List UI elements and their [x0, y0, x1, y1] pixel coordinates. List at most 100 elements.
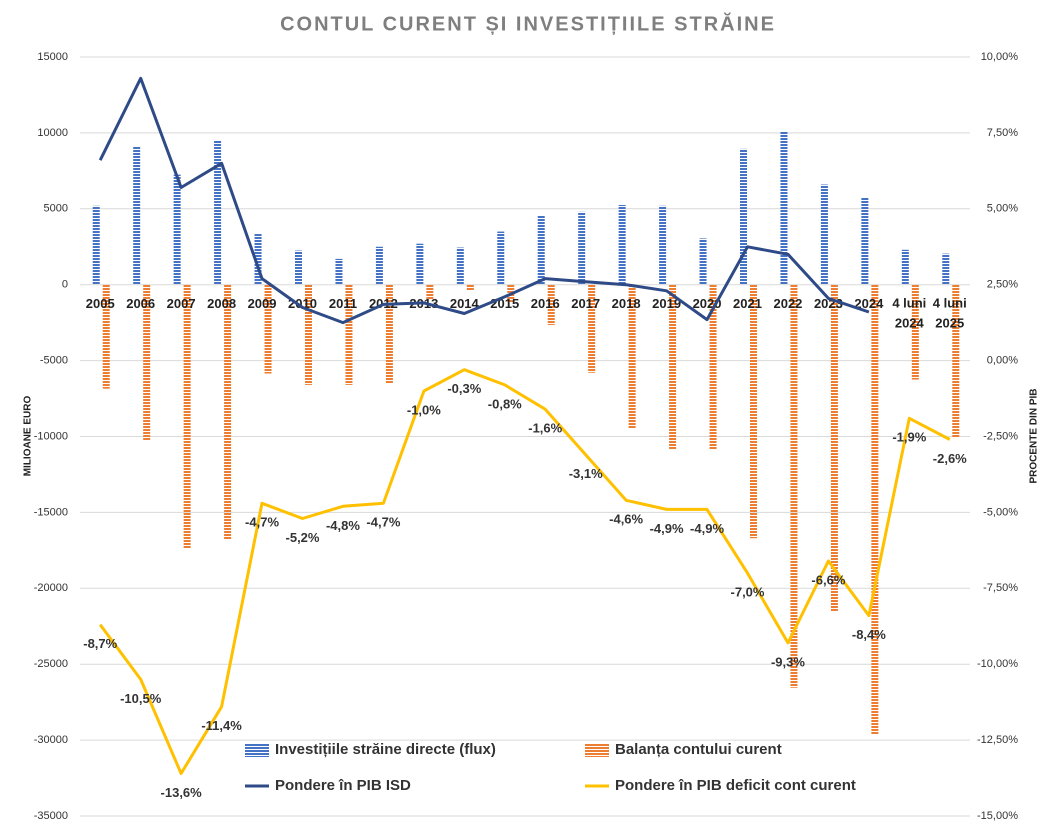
x-tick-label: 2022 [773, 296, 802, 311]
data-label: -4,7% [245, 515, 279, 530]
bar [790, 284, 798, 688]
y-tick-label: -25000 [34, 658, 68, 670]
y2-tick-label: -5,00% [983, 506, 1018, 518]
bar [335, 258, 343, 285]
legend-label: Pondere în PIB deficit cont curent [615, 777, 856, 794]
data-label: -4,8% [326, 518, 360, 533]
bar [345, 284, 353, 385]
bar [133, 146, 141, 285]
data-label: -1,6% [528, 421, 562, 436]
bar [578, 211, 586, 285]
bar [628, 284, 636, 429]
bar [618, 205, 626, 285]
x-tick-label: 2017 [571, 296, 600, 311]
y2-tick-label: -15,00% [977, 810, 1018, 822]
bar [214, 140, 222, 285]
line [98, 368, 951, 775]
bar [820, 184, 828, 285]
y2-axis-title: PROCENTE DIN PIB [1029, 388, 1040, 483]
legend-label: Pondere în PIB ISD [275, 777, 411, 794]
x-tick-label: 2005 [86, 296, 115, 311]
bar [375, 246, 383, 285]
bar [588, 284, 596, 373]
data-label: -0,8% [488, 396, 522, 411]
bar [264, 284, 272, 374]
bar [254, 233, 262, 285]
x-tick-label: 4 luni 2025 [933, 296, 967, 331]
data-label: -4,9% [650, 521, 684, 536]
bar [92, 205, 100, 285]
bar [497, 231, 505, 285]
y2-tick-label: 5,00% [987, 203, 1018, 215]
y2-tick-label: 7,50% [987, 127, 1018, 139]
data-label: -11,4% [201, 718, 242, 733]
bar [456, 247, 464, 285]
y-tick-label: -5000 [40, 355, 68, 367]
x-tick-label: 2018 [612, 296, 641, 311]
bar [699, 238, 707, 285]
y2-tick-label: 2,50% [987, 279, 1018, 291]
bar [143, 284, 151, 441]
data-label: -0,3% [447, 381, 481, 396]
data-label: -8,7% [83, 636, 117, 651]
x-tick-label: 2006 [126, 296, 155, 311]
legend-swatch [245, 743, 269, 757]
bar [183, 284, 191, 549]
data-label: -4,6% [609, 512, 643, 527]
bar [102, 284, 110, 389]
data-label: -5,2% [286, 530, 320, 545]
line [98, 76, 870, 325]
bar [426, 284, 434, 300]
data-label: -6,6% [811, 572, 845, 587]
bar [861, 197, 869, 285]
data-label: -10,5% [120, 691, 162, 706]
y2-tick-label: -7,50% [983, 582, 1018, 594]
bar [466, 284, 474, 291]
bar [740, 148, 747, 285]
y2-tick-label: -2,50% [983, 430, 1018, 442]
bar [901, 249, 909, 285]
bar [911, 284, 919, 380]
data-label: -7,0% [731, 585, 765, 600]
data-label: -9,3% [771, 654, 805, 669]
bar [537, 215, 545, 285]
bar [750, 284, 757, 539]
x-tick-label: 2007 [167, 296, 196, 311]
x-tick-label: 2019 [652, 296, 681, 311]
y-axis-title: MILIOANE EURO [23, 396, 34, 477]
y2-tick-label: -12,50% [977, 734, 1018, 746]
bar [173, 174, 181, 285]
bar [295, 250, 302, 285]
data-label: -8,4% [852, 627, 886, 642]
y-tick-label: -15000 [34, 506, 68, 518]
y-tick-label: 0 [62, 279, 68, 291]
x-tick-label: 2010 [288, 296, 317, 311]
y-tick-label: 5000 [44, 203, 68, 215]
y-tick-label: -30000 [34, 734, 68, 746]
bar [709, 284, 717, 450]
chart-title: CONTUL CURENT ȘI INVESTIȚIILE STRĂINE [280, 12, 776, 35]
y-tick-label: -20000 [34, 582, 68, 594]
bar [224, 284, 232, 540]
bar [669, 284, 677, 450]
x-tick-label: 2009 [248, 296, 277, 311]
bar [659, 205, 667, 285]
bar [416, 243, 424, 285]
y-tick-label: 10000 [37, 127, 68, 139]
x-tick-label: 2014 [450, 296, 480, 311]
y-tick-label: 15000 [37, 51, 68, 63]
bar [830, 284, 838, 612]
y2-tick-label: 0,00% [987, 355, 1018, 367]
bar [305, 284, 312, 385]
y-tick-label: -35000 [34, 810, 68, 822]
bar [780, 131, 788, 285]
data-label: -1,0% [407, 402, 441, 417]
x-tick-label: 2021 [733, 296, 762, 311]
data-label: -13,6% [161, 785, 203, 800]
data-label: -2,6% [933, 451, 967, 466]
data-label: -3,1% [569, 466, 603, 481]
bar [385, 284, 393, 384]
x-tick-label: 2024 [854, 296, 884, 311]
